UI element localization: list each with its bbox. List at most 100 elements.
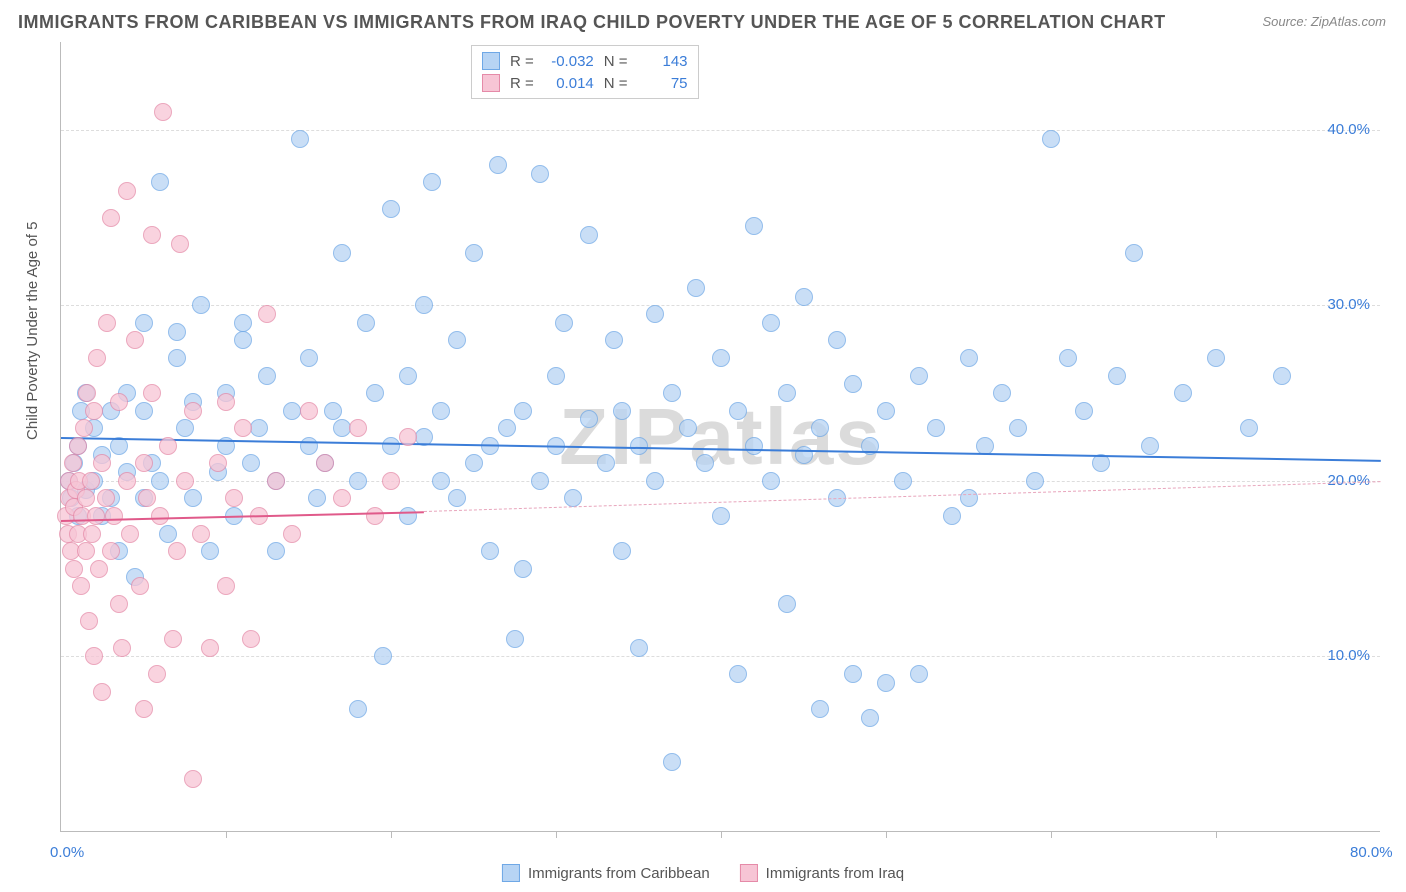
x-tick-mark [556, 832, 557, 838]
scatter-point-iraq [154, 103, 172, 121]
scatter-point-iraq [80, 612, 98, 630]
n-label: N = [604, 53, 628, 70]
scatter-point-caribbean [399, 367, 417, 385]
scatter-point-iraq [333, 489, 351, 507]
scatter-point-iraq [65, 560, 83, 578]
x-tick-mark [886, 832, 887, 838]
scatter-point-caribbean [943, 507, 961, 525]
scatter-point-caribbean [910, 367, 928, 385]
scatter-point-iraq [82, 472, 100, 490]
scatter-point-iraq [69, 437, 87, 455]
scatter-point-caribbean [1059, 349, 1077, 367]
scatter-point-iraq [110, 595, 128, 613]
scatter-point-caribbean [349, 700, 367, 718]
scatter-point-iraq [78, 384, 96, 402]
scatter-point-iraq [316, 454, 334, 472]
scatter-point-caribbean [1240, 419, 1258, 437]
scatter-point-caribbean [481, 542, 499, 560]
n-value: 143 [638, 53, 688, 70]
gridline [61, 130, 1380, 131]
scatter-point-iraq [168, 542, 186, 560]
scatter-point-iraq [87, 507, 105, 525]
scatter-point-caribbean [564, 489, 582, 507]
scatter-point-caribbean [630, 437, 648, 455]
scatter-point-caribbean [159, 525, 177, 543]
y-tick-label: 40.0% [1327, 121, 1370, 138]
scatter-point-iraq [164, 630, 182, 648]
scatter-point-caribbean [877, 674, 895, 692]
scatter-point-caribbean [192, 296, 210, 314]
stats-row: R = -0.032 N = 143 [482, 50, 688, 72]
scatter-point-caribbean [712, 349, 730, 367]
scatter-point-iraq [349, 419, 367, 437]
scatter-point-caribbean [762, 472, 780, 490]
scatter-point-caribbean [927, 419, 945, 437]
scatter-point-caribbean [597, 454, 615, 472]
legend-label: Immigrants from Iraq [766, 865, 904, 882]
y-tick-label: 10.0% [1327, 647, 1370, 664]
scatter-point-caribbean [366, 384, 384, 402]
scatter-point-caribbean [135, 402, 153, 420]
scatter-point-caribbean [151, 173, 169, 191]
scatter-point-iraq [135, 700, 153, 718]
scatter-point-caribbean [663, 753, 681, 771]
scatter-point-caribbean [399, 507, 417, 525]
scatter-point-caribbean [1141, 437, 1159, 455]
stats-row: R = 0.014 N = 75 [482, 72, 688, 94]
scatter-point-caribbean [531, 165, 549, 183]
scatter-point-caribbean [778, 595, 796, 613]
x-tick-label: 80.0% [1350, 844, 1393, 861]
scatter-point-caribbean [291, 130, 309, 148]
source-attribution: Source: ZipAtlas.com [1262, 14, 1386, 29]
scatter-point-iraq [138, 489, 156, 507]
scatter-point-caribbean [745, 437, 763, 455]
scatter-point-caribbean [168, 349, 186, 367]
scatter-point-iraq [234, 419, 252, 437]
scatter-point-iraq [135, 454, 153, 472]
scatter-point-iraq [85, 402, 103, 420]
scatter-point-iraq [77, 542, 95, 560]
scatter-point-caribbean [580, 410, 598, 428]
scatter-point-iraq [171, 235, 189, 253]
scatter-point-iraq [93, 454, 111, 472]
scatter-point-iraq [184, 770, 202, 788]
series-swatch-iraq [482, 74, 500, 92]
scatter-point-caribbean [960, 349, 978, 367]
scatter-point-caribbean [1174, 384, 1192, 402]
scatter-point-iraq [97, 489, 115, 507]
scatter-point-caribbean [234, 314, 252, 332]
scatter-point-iraq [98, 314, 116, 332]
scatter-point-caribbean [613, 402, 631, 420]
x-tick-mark [721, 832, 722, 838]
scatter-point-iraq [143, 384, 161, 402]
legend-item-iraq: Immigrants from Iraq [740, 864, 904, 882]
scatter-point-caribbean [498, 419, 516, 437]
scatter-point-caribbean [267, 542, 285, 560]
scatter-point-caribbean [795, 288, 813, 306]
scatter-point-caribbean [308, 489, 326, 507]
x-tick-mark [1216, 832, 1217, 838]
x-tick-label: 0.0% [50, 844, 84, 861]
scatter-point-caribbean [201, 542, 219, 560]
scatter-point-caribbean [382, 437, 400, 455]
scatter-point-caribbean [696, 454, 714, 472]
scatter-point-caribbean [423, 173, 441, 191]
scatter-point-caribbean [613, 542, 631, 560]
scatter-point-iraq [151, 507, 169, 525]
scatter-point-iraq [300, 402, 318, 420]
scatter-point-caribbean [679, 419, 697, 437]
series-swatch-caribbean [482, 52, 500, 70]
scatter-point-caribbean [514, 560, 532, 578]
scatter-point-iraq [148, 665, 166, 683]
scatter-point-caribbean [514, 402, 532, 420]
scatter-point-caribbean [432, 472, 450, 490]
n-label: N = [604, 75, 628, 92]
scatter-point-caribbean [374, 647, 392, 665]
x-tick-mark [1051, 832, 1052, 838]
scatter-point-iraq [201, 639, 219, 657]
scatter-point-caribbean [844, 665, 862, 683]
x-tick-mark [226, 832, 227, 838]
r-value: -0.032 [544, 53, 594, 70]
scatter-point-caribbean [1125, 244, 1143, 262]
scatter-point-caribbean [1108, 367, 1126, 385]
